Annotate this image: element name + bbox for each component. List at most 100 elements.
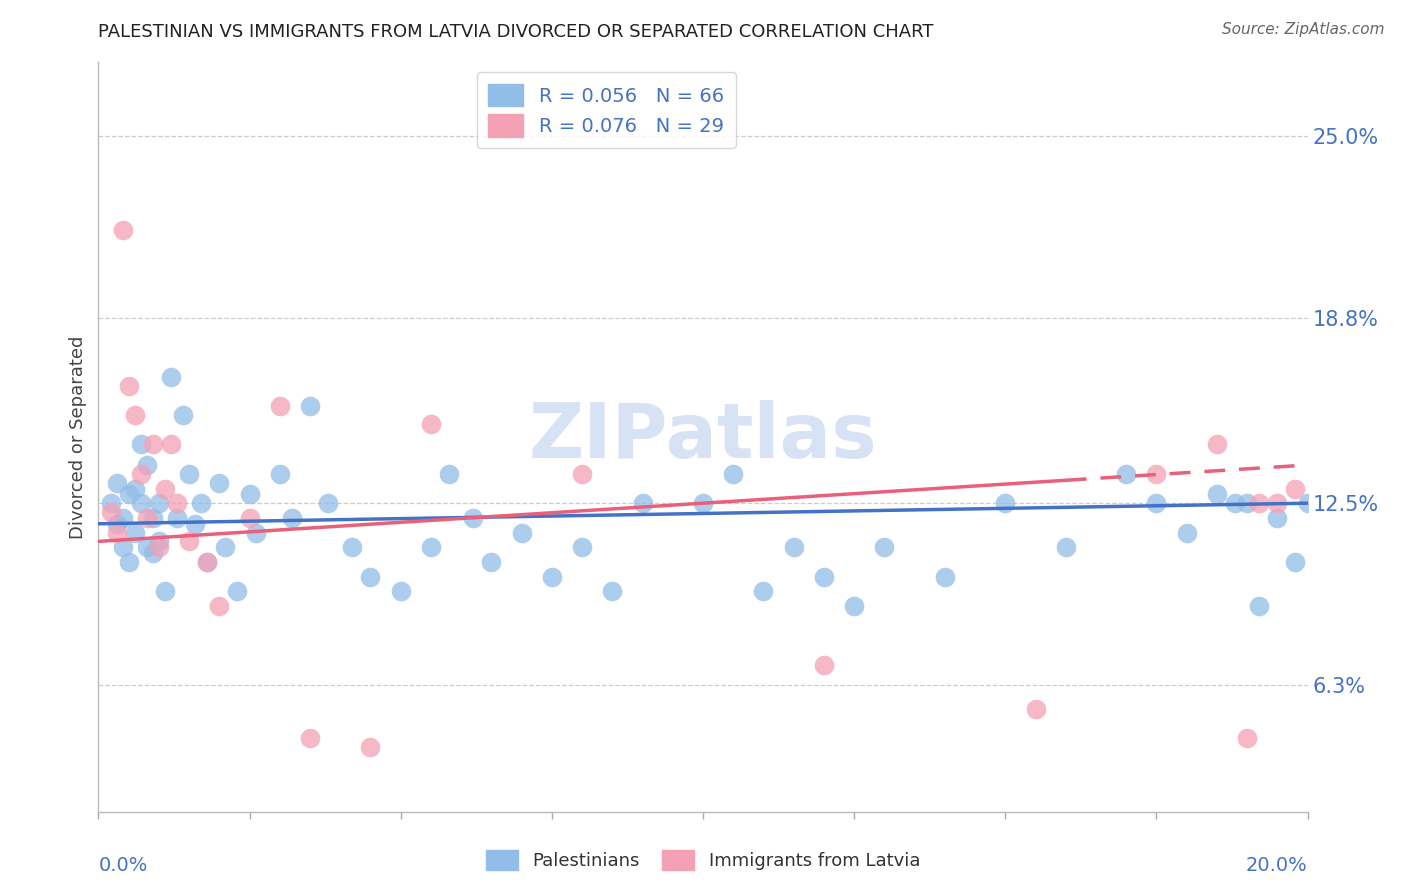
Point	[481, 555, 503, 569]
Point	[1024, 702, 1046, 716]
Point	[316, 496, 339, 510]
Point	[118, 378, 141, 392]
Point	[190, 496, 212, 510]
Point	[105, 525, 128, 540]
Point	[873, 541, 896, 555]
Point	[184, 516, 207, 531]
Point	[342, 541, 364, 555]
Text: 0.0%: 0.0%	[98, 855, 148, 875]
Point	[420, 541, 443, 555]
Point	[226, 584, 249, 599]
Point	[100, 496, 122, 510]
Point	[1236, 496, 1258, 510]
Point	[100, 505, 122, 519]
Point	[269, 399, 291, 413]
Point	[142, 546, 165, 560]
Point	[195, 555, 218, 569]
Point	[148, 496, 170, 510]
Point	[208, 475, 231, 490]
Point	[118, 487, 141, 501]
Point	[813, 657, 835, 672]
Point	[1146, 496, 1168, 510]
Point	[111, 223, 134, 237]
Point	[510, 525, 533, 540]
Point	[692, 496, 714, 510]
Point	[631, 496, 654, 510]
Point	[239, 511, 262, 525]
Point	[1267, 496, 1289, 510]
Point	[105, 475, 128, 490]
Point	[1236, 731, 1258, 746]
Point	[844, 599, 866, 613]
Point	[166, 511, 188, 525]
Point	[111, 511, 134, 525]
Point	[360, 740, 382, 755]
Y-axis label: Divorced or Separated: Divorced or Separated	[69, 335, 87, 539]
Point	[1206, 487, 1229, 501]
Point	[360, 569, 382, 583]
Point	[389, 584, 412, 599]
Legend: Palestinians, Immigrants from Latvia: Palestinians, Immigrants from Latvia	[478, 842, 928, 878]
Point	[160, 437, 183, 451]
Point	[463, 511, 485, 525]
Point	[135, 511, 157, 525]
Point	[239, 487, 262, 501]
Point	[135, 458, 157, 472]
Point	[813, 569, 835, 583]
Point	[105, 516, 128, 531]
Point	[214, 541, 236, 555]
Point	[179, 467, 201, 481]
Point	[142, 437, 165, 451]
Point	[934, 569, 956, 583]
Point	[1175, 525, 1198, 540]
Point	[129, 437, 152, 451]
Point	[1284, 482, 1306, 496]
Point	[153, 482, 176, 496]
Point	[994, 496, 1017, 510]
Point	[208, 599, 231, 613]
Point	[269, 467, 291, 481]
Point	[124, 525, 146, 540]
Point	[195, 555, 218, 569]
Point	[1249, 496, 1271, 510]
Point	[299, 731, 322, 746]
Point	[723, 467, 745, 481]
Point	[142, 511, 165, 525]
Point	[1223, 496, 1246, 510]
Point	[571, 541, 593, 555]
Point	[153, 584, 176, 599]
Point	[135, 541, 157, 555]
Point	[1146, 467, 1168, 481]
Point	[172, 408, 194, 422]
Point	[1296, 496, 1319, 510]
Point	[148, 541, 170, 555]
Point	[166, 496, 188, 510]
Point	[148, 534, 170, 549]
Point	[299, 399, 322, 413]
Point	[571, 467, 593, 481]
Point	[540, 569, 562, 583]
Point	[602, 584, 624, 599]
Point	[420, 417, 443, 431]
Text: PALESTINIAN VS IMMIGRANTS FROM LATVIA DIVORCED OR SEPARATED CORRELATION CHART: PALESTINIAN VS IMMIGRANTS FROM LATVIA DI…	[98, 23, 934, 41]
Point	[129, 496, 152, 510]
Text: Source: ZipAtlas.com: Source: ZipAtlas.com	[1222, 22, 1385, 37]
Point	[281, 511, 304, 525]
Point	[111, 541, 134, 555]
Point	[124, 408, 146, 422]
Point	[118, 555, 141, 569]
Point	[1249, 599, 1271, 613]
Point	[437, 467, 460, 481]
Point	[1206, 437, 1229, 451]
Point	[179, 534, 201, 549]
Point	[124, 482, 146, 496]
Point	[1267, 511, 1289, 525]
Point	[160, 369, 183, 384]
Point	[129, 467, 152, 481]
Point	[1284, 555, 1306, 569]
Text: 20.0%: 20.0%	[1246, 855, 1308, 875]
Point	[783, 541, 806, 555]
Point	[1115, 467, 1137, 481]
Point	[1054, 541, 1077, 555]
Point	[752, 584, 775, 599]
